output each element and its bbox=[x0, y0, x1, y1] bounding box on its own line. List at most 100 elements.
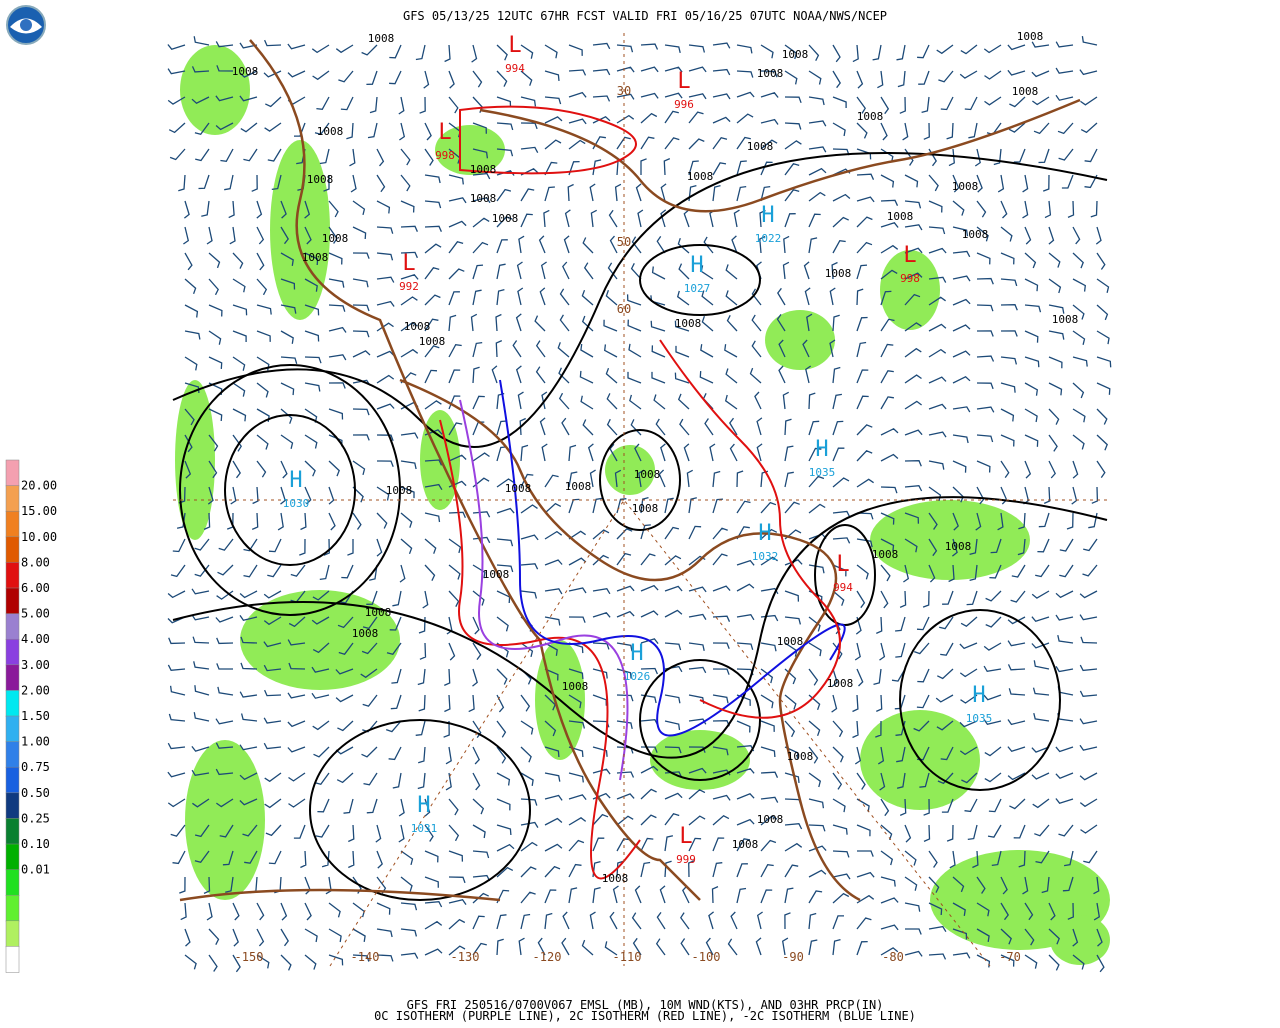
legend-label: 0.01 bbox=[21, 863, 50, 877]
isobar-label: 1008 bbox=[632, 502, 659, 515]
center-pressure: 1032 bbox=[752, 550, 779, 563]
center-symbol: L bbox=[508, 33, 521, 58]
legend-label: 1.00 bbox=[21, 735, 50, 749]
isobar-label: 1008 bbox=[962, 228, 989, 241]
center-pressure: 994 bbox=[505, 62, 525, 75]
legend-swatch bbox=[5, 946, 20, 973]
center-symbol: H bbox=[761, 203, 774, 228]
center-pressure: 992 bbox=[399, 280, 419, 293]
isobar-label: 1008 bbox=[404, 320, 431, 333]
center-pressure: 1031 bbox=[411, 822, 438, 835]
center-symbol: H bbox=[815, 437, 828, 462]
legend-label: 1.50 bbox=[21, 709, 50, 723]
center-symbol: H bbox=[417, 793, 430, 818]
isobar-label: 1008 bbox=[470, 192, 497, 205]
longitude-label: -80 bbox=[882, 950, 904, 964]
isobar-label: 1008 bbox=[634, 468, 661, 481]
isobar-label: 1008 bbox=[302, 251, 329, 264]
center-pressure: 1022 bbox=[755, 232, 782, 245]
isobar-label: 1008 bbox=[782, 48, 809, 61]
graticule bbox=[173, 33, 1107, 967]
legend-swatch bbox=[5, 715, 20, 743]
longitude-label: -90 bbox=[782, 950, 804, 964]
legend-swatch bbox=[5, 920, 20, 948]
isobar-label: 1008 bbox=[757, 67, 784, 80]
legend-label: 20.00 bbox=[21, 479, 57, 493]
legend-label: 8.00 bbox=[21, 555, 50, 569]
legend-swatch bbox=[5, 843, 20, 871]
longitude-label: -140 bbox=[351, 950, 380, 964]
center-symbol: L bbox=[836, 552, 849, 577]
center-symbol: L bbox=[903, 243, 916, 268]
center-symbol: L bbox=[677, 69, 690, 94]
isobars bbox=[172, 152, 1108, 901]
center-pressure: 1026 bbox=[624, 670, 651, 683]
isobar-label: 1008 bbox=[386, 484, 413, 497]
isobar-label: 1008 bbox=[747, 140, 774, 153]
isobar-label: 1008 bbox=[887, 210, 914, 223]
legend-swatch bbox=[5, 459, 20, 487]
center-symbol: L bbox=[402, 251, 415, 276]
isobar-label: 1008 bbox=[872, 548, 899, 561]
center-pressure: 996 bbox=[674, 98, 694, 111]
isobar-label: 1008 bbox=[825, 267, 852, 280]
legend-swatch bbox=[5, 638, 20, 666]
legend-swatch bbox=[5, 562, 20, 589]
isobar-label: 1008 bbox=[307, 173, 334, 186]
isobar-label: 1008 bbox=[777, 635, 804, 648]
isobar-label: 1008 bbox=[857, 110, 884, 123]
coastlines bbox=[179, 39, 1081, 902]
isobar-label: 1008 bbox=[757, 813, 784, 826]
longitude-label: -120 bbox=[533, 950, 562, 964]
isobar-label: 1008 bbox=[368, 32, 395, 45]
legend-label: 3.00 bbox=[21, 658, 50, 672]
center-symbol: H bbox=[690, 253, 703, 278]
legend-swatch bbox=[5, 485, 20, 512]
longitude-label: -70 bbox=[999, 950, 1021, 964]
isobar-label: 1008 bbox=[365, 606, 392, 619]
isobar-label: 1008 bbox=[492, 212, 519, 225]
legend-label: 15.00 bbox=[21, 504, 57, 518]
isobar-label: 1008 bbox=[317, 125, 344, 138]
legend-label: 0.50 bbox=[21, 786, 50, 800]
isobar-label: 1008 bbox=[952, 180, 979, 193]
isobar-label: 1008 bbox=[470, 163, 497, 176]
center-symbol: L bbox=[438, 120, 451, 145]
legend-label: 2.00 bbox=[21, 683, 50, 697]
isobar-label: 1008 bbox=[322, 232, 349, 245]
longitude-label: -150 bbox=[235, 950, 264, 964]
legend-label: 5.00 bbox=[21, 607, 50, 621]
center-pressure: 1027 bbox=[684, 282, 711, 295]
isobar-label: 1008 bbox=[732, 838, 759, 851]
legend-swatch bbox=[5, 766, 20, 794]
legend-label: 0.10 bbox=[21, 837, 50, 851]
isobar-label: 1008 bbox=[675, 317, 702, 330]
legend-swatch bbox=[5, 664, 20, 692]
legend-label: 6.00 bbox=[21, 581, 50, 595]
longitude-label: -110 bbox=[613, 950, 642, 964]
isobar-label: 1008 bbox=[1052, 313, 1079, 326]
legend-swatch bbox=[5, 510, 20, 538]
center-pressure: 994 bbox=[833, 581, 853, 594]
footer-line: 0C ISOTHERM (PURPLE LINE), 2C ISOTHERM (… bbox=[374, 1009, 916, 1023]
legend-swatch bbox=[5, 869, 20, 896]
center-pressure: 1035 bbox=[966, 712, 993, 725]
isobar-label: 1008 bbox=[602, 872, 629, 885]
center-symbol: H bbox=[289, 468, 302, 493]
legend-label: 4.00 bbox=[21, 632, 50, 646]
center-symbol: H bbox=[758, 521, 771, 546]
isobar-label: 1008 bbox=[945, 540, 972, 553]
legend-swatch bbox=[5, 613, 20, 640]
isobar-label: 1008 bbox=[1017, 30, 1044, 43]
legend-swatch bbox=[5, 690, 20, 717]
wind-barb-lines bbox=[167, 36, 1112, 973]
center-pressure: 1035 bbox=[809, 466, 836, 479]
isobar-label: 1008 bbox=[419, 335, 446, 348]
footer-line: GFS FRI 250516/0700V067 EMSL (MB), 10M W… bbox=[407, 998, 884, 1012]
isotherms bbox=[439, 105, 846, 880]
isobar-label: 1008 bbox=[483, 568, 510, 581]
legend-swatch bbox=[5, 536, 20, 564]
legend-swatch bbox=[5, 741, 20, 768]
center-symbol: H bbox=[972, 683, 985, 708]
